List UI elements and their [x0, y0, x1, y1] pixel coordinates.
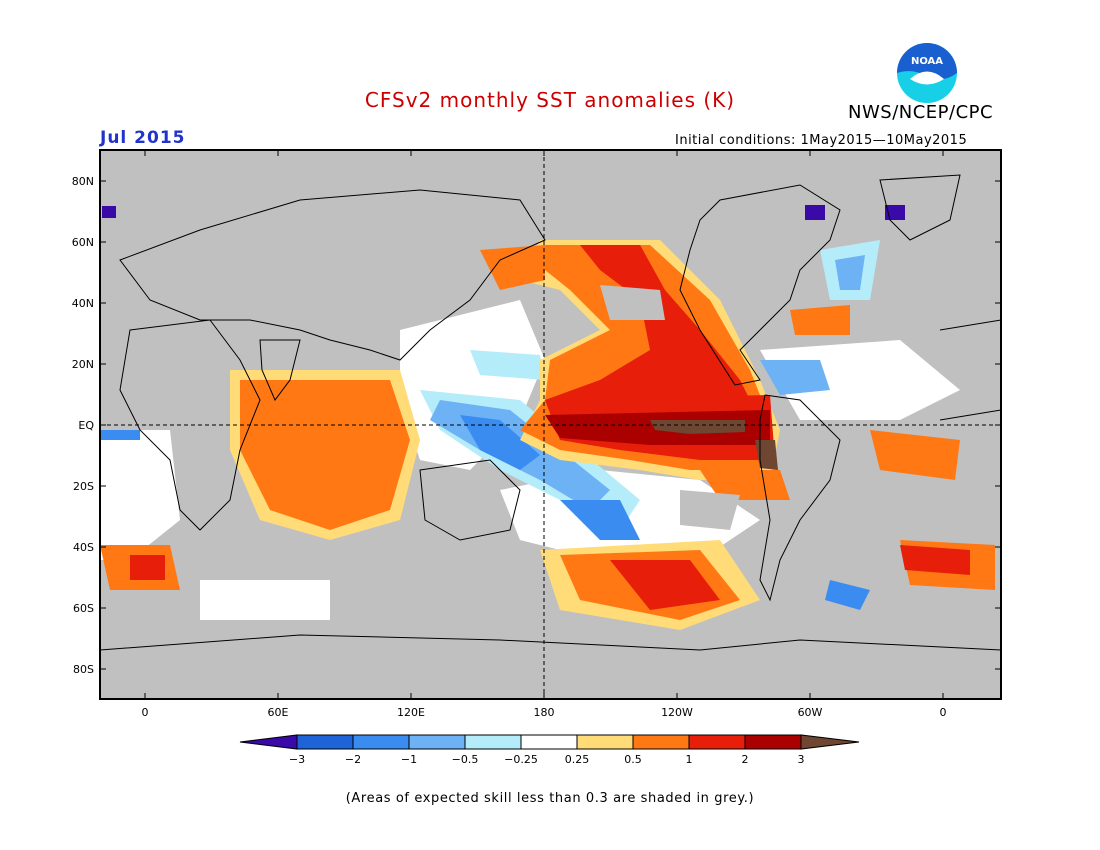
logo-sky-shape: [897, 43, 957, 80]
cold-anomaly-region: [460, 415, 540, 470]
logo-gull-shape: [910, 71, 944, 85]
extreme-warm-core: [650, 420, 745, 434]
lat-label: 60N: [72, 236, 94, 249]
colorbar: −3 −2 −1 −0.5 −0.25 0.25 0.5 1 2 3: [239, 734, 860, 766]
warm-anomaly-region: [480, 245, 545, 290]
colorbar-box: [464, 734, 522, 750]
lon-label: 120W: [661, 706, 693, 719]
warm-anomaly-region: [900, 545, 970, 575]
colorbar-box: [520, 734, 578, 750]
cold-anomaly-region: [560, 500, 640, 540]
strong-cold-spot: [885, 205, 905, 220]
cold-anomaly-region: [760, 360, 830, 395]
lon-label: 180: [534, 706, 555, 719]
colorbar-label: −1: [401, 753, 417, 766]
coastlines: [100, 174, 1001, 651]
colorbar-min-arrow: [239, 734, 298, 750]
colorbar-label: −0.25: [504, 753, 538, 766]
warm-anomaly-region: [130, 555, 165, 580]
lon-label: 60W: [798, 706, 823, 719]
colorbar-label: −0.5: [452, 753, 479, 766]
colorbar-label: 3: [798, 753, 805, 766]
longitude-axis: 0 60E 120E 180 120W 60W 0: [142, 150, 947, 719]
low-skill-patch: [680, 490, 740, 530]
colorbar-label: −2: [345, 753, 361, 766]
colorbar-label: 0.25: [565, 753, 590, 766]
near-zero-region: [200, 580, 330, 620]
lat-label: 40N: [72, 297, 94, 310]
colorbar-box: [296, 734, 354, 750]
colorbar-box: [744, 734, 802, 750]
lat-label: 20N: [72, 358, 94, 371]
lon-label: 0: [940, 706, 947, 719]
forecast-month: Jul 2015: [100, 128, 186, 148]
latitude-axis: 80N 60N 40N 20N EQ 20S 40S 60S 80S: [72, 175, 1001, 676]
warm-anomaly-region: [545, 245, 760, 440]
cold-anomaly-region: [100, 430, 140, 440]
cold-anomaly-region: [825, 580, 870, 610]
strong-cold-spot: [102, 206, 116, 218]
lat-label: 80S: [73, 663, 94, 676]
lat-label: 80N: [72, 175, 94, 188]
map-title: CFSv2 monthly SST anomalies (K): [364, 88, 736, 112]
lat-label: 40S: [73, 541, 94, 554]
initial-conditions: Initial conditions: 1May2015—10May2015: [675, 133, 968, 148]
strong-cold-spot: [805, 205, 825, 220]
logo-text: NOAA: [911, 56, 943, 67]
cold-anomaly-region: [470, 350, 545, 380]
noaa-logo: NOAA: [897, 43, 957, 103]
warm-anomaly-region: [610, 560, 720, 610]
colorbar-box: [352, 734, 410, 750]
lon-label: 60E: [268, 706, 289, 719]
colorbar-label: 0.5: [624, 753, 642, 766]
colorbar-label: 1: [686, 753, 693, 766]
lon-label: 0: [142, 706, 149, 719]
lat-label: 20S: [73, 480, 94, 493]
colorbar-label: −3: [289, 753, 305, 766]
lon-label: 120E: [397, 706, 425, 719]
cold-anomaly-region: [835, 255, 865, 290]
lat-label: EQ: [78, 419, 94, 432]
warm-anomaly-region: [240, 380, 410, 530]
organization-label: NWS/NCEP/CPC: [848, 102, 994, 123]
colorbar-box: [408, 734, 466, 750]
colorbar-label: 2: [742, 753, 749, 766]
colorbar-box: [576, 734, 634, 750]
near-zero-region: [100, 430, 180, 560]
warm-anomaly-region: [790, 305, 850, 335]
colorbar-max-arrow: [800, 734, 860, 750]
low-skill-patch: [600, 285, 665, 320]
colorbar-box: [632, 734, 690, 750]
warm-anomaly-region: [870, 430, 960, 480]
skill-note: (Areas of expected skill less than 0.3 a…: [345, 791, 755, 806]
lat-label: 60S: [73, 602, 94, 615]
colorbar-box: [688, 734, 746, 750]
warm-anomaly-region: [700, 470, 790, 500]
